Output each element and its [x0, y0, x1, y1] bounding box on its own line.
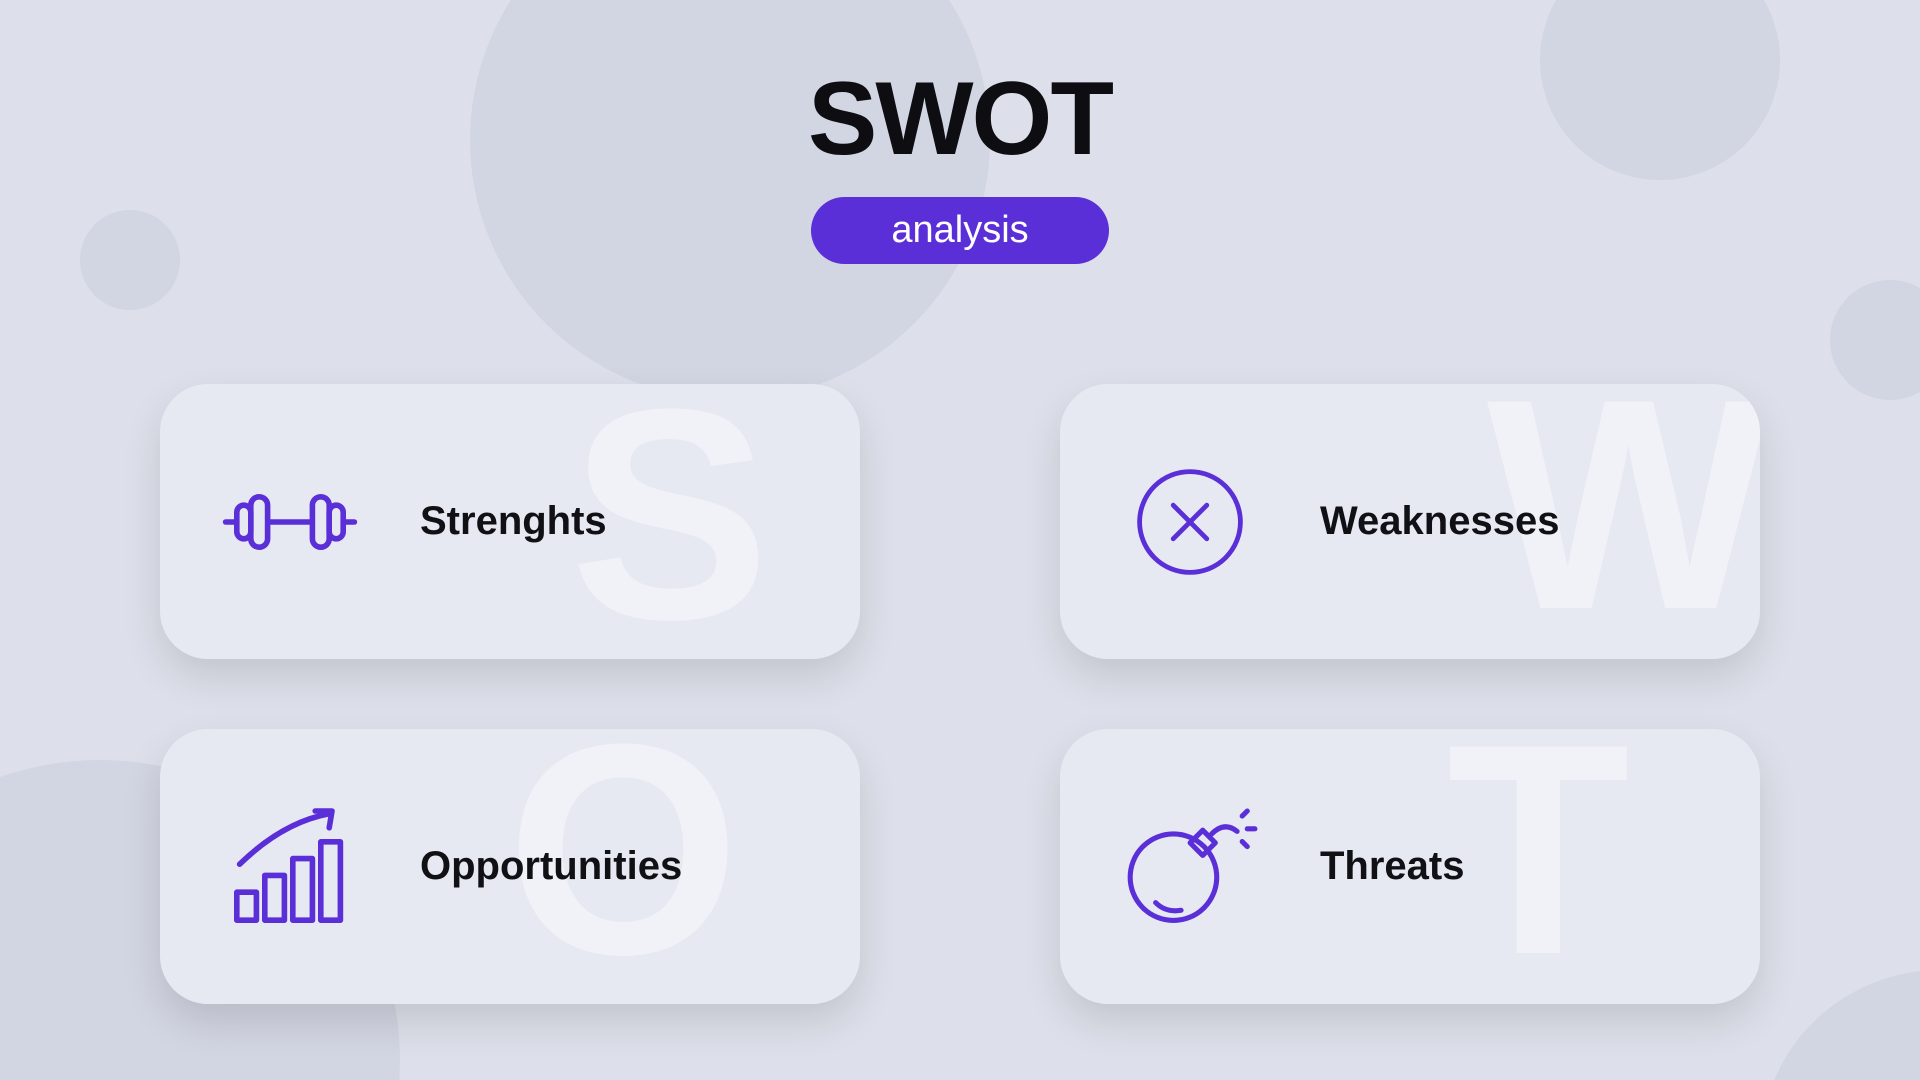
subtitle-pill: analysis	[811, 197, 1108, 264]
card-strengths: S Strenghts	[160, 384, 860, 659]
card-label: Strenghts	[420, 499, 607, 544]
x-circle-icon	[1120, 452, 1260, 592]
swot-container: SWOT analysis S Strenghts	[0, 0, 1920, 1080]
growth-chart-icon	[220, 797, 360, 937]
dumbbell-icon	[220, 452, 360, 592]
card-opportunities: O Opportunities	[160, 729, 860, 1004]
bomb-icon	[1120, 797, 1260, 937]
card-threats: T Threats	[1060, 729, 1760, 1004]
swot-grid: S Strenghts W	[160, 384, 1760, 1004]
page-title: SWOT	[808, 60, 1112, 179]
header: SWOT analysis	[808, 60, 1112, 264]
card-weaknesses: W Weaknesses	[1060, 384, 1760, 659]
card-label: Threats	[1320, 844, 1465, 889]
watermark-t: T	[1447, 729, 1630, 999]
card-label: Opportunities	[420, 844, 682, 889]
card-label: Weaknesses	[1320, 499, 1559, 544]
